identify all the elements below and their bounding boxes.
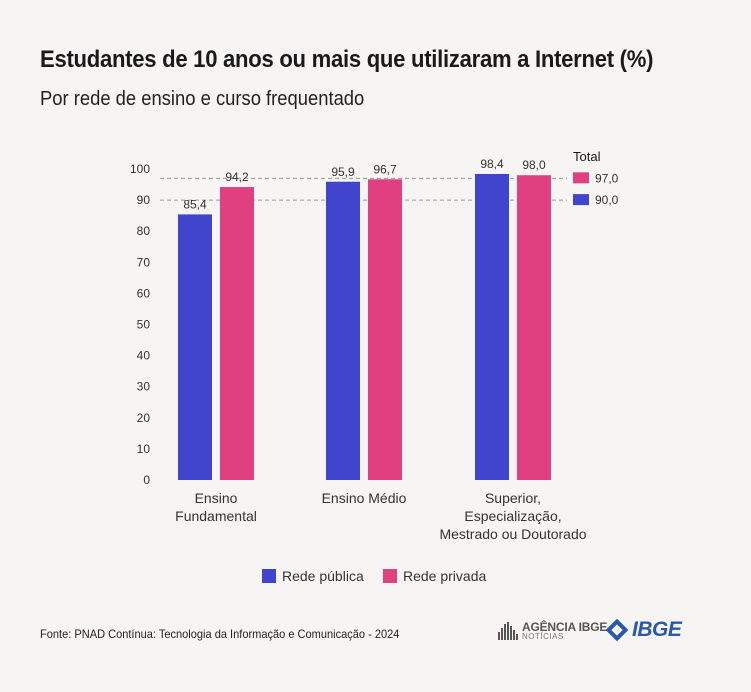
totals-value-label: 90,0 (595, 193, 619, 207)
bar-value-label: 94,2 (225, 170, 249, 184)
legend-label: Rede pública (282, 568, 364, 584)
x-category-label: Especialização, (464, 508, 561, 524)
totals-title: Total (573, 149, 601, 164)
x-category-label: Superior, (485, 490, 541, 506)
x-category-label: Ensino (195, 490, 238, 506)
ibge-diamond-icon (606, 619, 628, 641)
legend-swatch (262, 569, 276, 583)
x-category-label: Fundamental (175, 508, 257, 524)
legend-swatch (383, 569, 397, 583)
y-tick-label: 60 (137, 286, 151, 300)
bar-value-label: 98,0 (522, 158, 546, 172)
bar-value-label: 98,4 (480, 157, 504, 171)
y-tick-label: 20 (137, 411, 151, 425)
y-tick-label: 0 (143, 473, 150, 487)
x-category-label: Ensino Médio (322, 490, 407, 506)
bar-rede-publica (475, 173, 509, 480)
agencia-ibge-logo: AGÊNCIA IBGE NOTÍCIAS (498, 617, 607, 645)
totals-swatch (573, 172, 589, 184)
x-category-label: Mestrado ou Doutorado (439, 526, 586, 542)
legend-label: Rede privada (403, 568, 486, 584)
y-tick-label: 80 (137, 224, 151, 238)
chart-subtitle: Por rede de ensino e curso frequentado (40, 88, 365, 110)
bar-value-label: 95,9 (331, 165, 355, 179)
agencia-logo-line1: AGÊNCIA IBGE (522, 620, 608, 634)
bar-value-label: 85,4 (183, 197, 207, 211)
y-tick-label: 100 (130, 162, 150, 176)
y-tick-label: 70 (137, 255, 151, 269)
y-tick-label: 40 (137, 349, 151, 363)
bar-rede-privada (220, 187, 254, 480)
y-tick-label: 10 (137, 442, 151, 456)
bar-rede-publica (326, 181, 360, 480)
y-tick-label: 90 (137, 193, 151, 207)
bar-rede-privada (517, 175, 551, 480)
agencia-logo-line2: NOTÍCIAS (522, 632, 564, 641)
chart-title: Estudantes de 10 anos ou mais que utiliz… (40, 46, 654, 73)
source-note: Fonte: PNAD Contínua: Tecnologia da Info… (40, 627, 400, 641)
ibge-logo-text: IBGE (632, 618, 682, 641)
agencia-bars-icon (498, 622, 518, 640)
bar-rede-publica (178, 214, 212, 480)
totals-swatch (573, 194, 589, 206)
ibge-logo: IBGE (606, 617, 682, 643)
totals-value-label: 97,0 (595, 171, 619, 185)
y-tick-label: 30 (137, 380, 151, 394)
y-tick-label: 50 (137, 318, 151, 332)
bar-value-label: 96,7 (373, 162, 397, 176)
bar-chart: 0 10 20 30 40 50 60 70 80 90 100 85,4 95,9 98,4 94,2 96… (130, 149, 619, 584)
bar-rede-privada (368, 179, 402, 480)
